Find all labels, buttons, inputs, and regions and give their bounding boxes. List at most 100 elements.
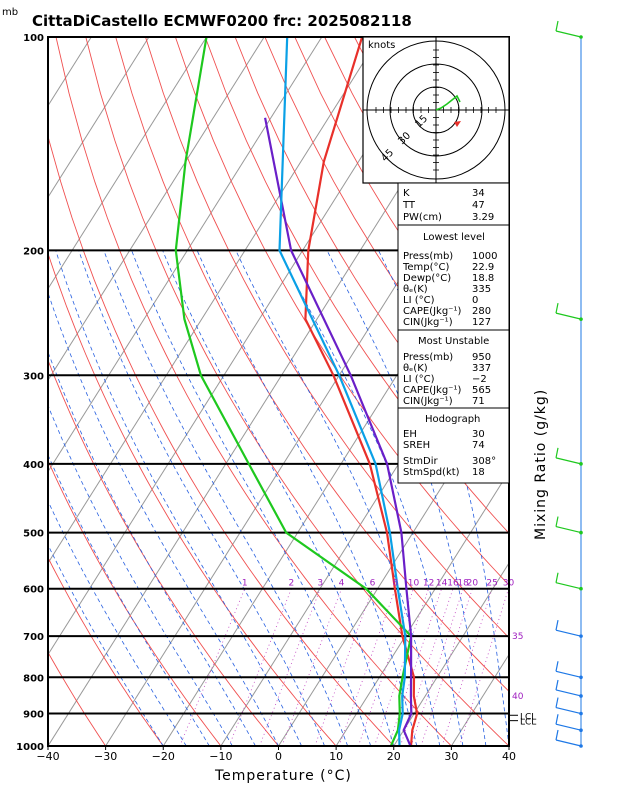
stat-label: Press(mb) — [403, 251, 453, 262]
mixing-ratio-label: 3 — [317, 579, 323, 589]
wind-barb — [555, 629, 582, 637]
isotherm — [48, 37, 323, 473]
moist-adiabat — [48, 543, 164, 746]
mixing-ratio-label: 10 — [408, 579, 420, 589]
pressure-tick-label: 800 — [23, 673, 44, 684]
mixing-ratio-label: 20 — [467, 579, 479, 589]
stat-label: CAPE(Jkg⁻¹) — [403, 306, 461, 317]
wind-barb — [555, 689, 582, 697]
dry-adiabat — [563, 37, 618, 746]
stat-value: 71 — [472, 396, 485, 407]
wind-barb — [555, 312, 582, 320]
pressure-tick-label: 300 — [23, 371, 44, 382]
dry-adiabat — [174, 37, 509, 586]
wind-barb-base — [579, 634, 583, 638]
x-tick-label: 0 — [275, 750, 282, 763]
wind-barb — [555, 582, 582, 590]
wind-barb-base — [579, 530, 583, 535]
series-temperature-line — [304, 37, 419, 746]
stat-label: SREH — [403, 440, 430, 451]
pressure-tick-label: 600 — [23, 585, 44, 596]
stat-pw-label: PW(cm) — [403, 212, 442, 223]
mixing-ratio-line — [314, 588, 373, 746]
wind-barb-flag — [555, 714, 559, 725]
mixing-ratio-line — [420, 588, 473, 746]
wind-barb-base — [579, 317, 583, 321]
x-tick-label: −20 — [152, 750, 175, 763]
dry-adiabat — [145, 37, 509, 639]
moist-adiabat — [48, 404, 233, 746]
isotherm — [48, 37, 265, 382]
x-tick-label: −30 — [94, 750, 117, 763]
stat-value: 0 — [472, 295, 478, 306]
moist-adiabat — [78, 250, 325, 746]
isotherm — [48, 37, 380, 565]
isotherm — [162, 196, 509, 746]
stat-value: 280 — [472, 306, 491, 317]
wind-barb-flag — [555, 620, 559, 631]
moist-adiabat — [162, 250, 395, 746]
moist-adiabat — [48, 500, 187, 746]
lcl-label: LCL — [520, 712, 536, 722]
stat-label: StmSpd(kt) — [403, 467, 460, 478]
stat-label: θₑ(K) — [403, 363, 428, 374]
profile-lines — [174, 37, 419, 746]
stat-pw-value: 3.29 — [472, 212, 494, 223]
wind-barb-base — [579, 586, 583, 591]
wind-barbs — [555, 20, 583, 748]
series-parcel-line — [264, 117, 413, 746]
x-axis-ticks: −40 −30 −20 −10 0 10 20 30 40 — [36, 746, 516, 763]
stat-value: 565 — [472, 385, 491, 396]
isotherm — [48, 37, 150, 199]
wind-barb-flag — [555, 20, 559, 32]
wind-barb — [555, 739, 582, 747]
dry-adiabat — [204, 37, 509, 534]
moist-adiabat — [48, 350, 256, 746]
stat-tt-value: 47 — [472, 200, 485, 211]
pressure-unit-label: mb — [2, 7, 18, 18]
wind-barb — [555, 30, 582, 38]
mixing-ratio-label: 1 — [242, 579, 248, 589]
stat-tt-label: TT — [402, 200, 416, 211]
moist-adiabat — [48, 291, 279, 746]
moist-adiabat — [48, 453, 210, 746]
stat-label: θₑ(K) — [403, 284, 428, 295]
stat-value: 18.8 — [472, 273, 494, 284]
moist-adiabat — [326, 250, 487, 746]
stat-label: CIN(Jkg⁻¹) — [403, 317, 453, 328]
stat-value: −2 — [472, 374, 487, 385]
pressure-tick-label: 1000 — [16, 742, 44, 753]
mixing-ratio-label: 2 — [289, 579, 295, 589]
x-tick-label: −40 — [36, 750, 59, 763]
x-tick-label: 40 — [502, 750, 516, 763]
pressure-tick-label: 200 — [23, 246, 44, 257]
series-dewpoint-line — [174, 37, 413, 746]
wind-barb-base — [579, 744, 583, 748]
x-tick-label: −10 — [209, 750, 232, 763]
pressure-tick-label: 100 — [23, 33, 44, 44]
wind-barb-base — [579, 675, 583, 680]
hodograph-ring-30 — [389, 63, 483, 157]
dry-adiabat — [85, 37, 509, 746]
mixing-ratio-line — [281, 588, 342, 746]
moist-adiabat — [196, 250, 418, 746]
isotherm — [508, 745, 509, 746]
x-tick-label: 20 — [387, 750, 401, 763]
wind-barb — [555, 670, 582, 678]
mixing-ratio-label: 25 — [486, 579, 497, 589]
hodograph: knots 15 30 45 — [362, 36, 510, 184]
mixing-ratio-label: 12 — [423, 579, 434, 589]
stat-value: 337 — [472, 363, 491, 374]
wind-barb — [555, 723, 582, 731]
mixing-ratio-label: 4 — [339, 579, 345, 589]
hodograph-title: Hodograph — [425, 414, 480, 425]
mixing-ratio-label: 6 — [370, 579, 376, 589]
stat-value: 30 — [472, 429, 485, 440]
mixing-ratio-label: 16 — [447, 579, 459, 589]
mixing-ratio-line — [259, 588, 321, 746]
wind-barb-flag — [555, 679, 559, 691]
dry-adiabat — [48, 556, 164, 746]
wind-barb-flag — [555, 572, 559, 583]
